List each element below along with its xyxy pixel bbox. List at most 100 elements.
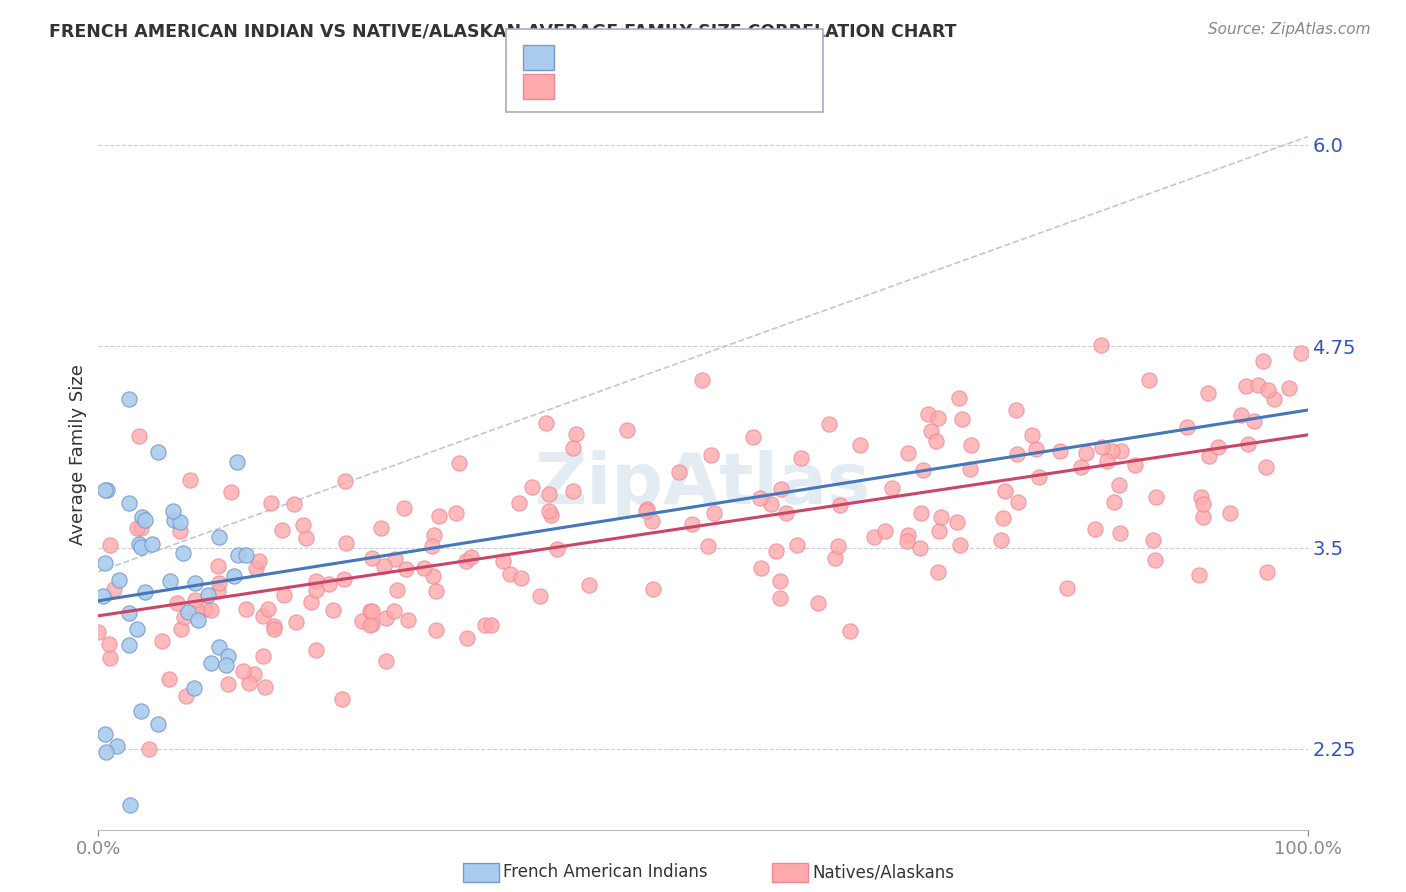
Point	[1095, 454, 1118, 468]
Point	[950, 412, 973, 426]
Point	[162, 513, 184, 527]
Point	[157, 672, 180, 686]
Point	[263, 622, 285, 636]
Point	[207, 640, 229, 655]
Point	[260, 496, 283, 510]
Point	[176, 689, 198, 703]
Point	[423, 528, 446, 542]
Point	[897, 527, 920, 541]
Point	[395, 562, 418, 576]
Point	[786, 538, 808, 552]
Point	[200, 603, 222, 617]
Point	[125, 521, 148, 535]
Point	[159, 574, 181, 589]
Point	[134, 513, 156, 527]
Point	[118, 392, 141, 406]
Point	[1175, 419, 1198, 434]
Point	[1263, 392, 1285, 407]
Point	[991, 511, 1014, 525]
Point	[208, 530, 231, 544]
Point	[896, 533, 918, 548]
Point	[534, 416, 557, 430]
Point	[97, 637, 120, 651]
Point	[335, 536, 357, 550]
Point	[394, 501, 416, 516]
Point	[1070, 460, 1092, 475]
Point	[217, 648, 239, 663]
Point	[427, 509, 450, 524]
Point	[322, 603, 344, 617]
Point	[928, 524, 950, 538]
Point	[219, 484, 242, 499]
Text: Source: ZipAtlas.com: Source: ZipAtlas.com	[1208, 22, 1371, 37]
Point	[561, 441, 583, 455]
Point	[228, 548, 250, 562]
Point	[252, 608, 274, 623]
Point	[359, 618, 381, 632]
Point	[360, 604, 382, 618]
Point	[385, 583, 408, 598]
Point	[176, 605, 198, 619]
Point	[420, 539, 443, 553]
Point	[910, 541, 932, 555]
Point	[183, 575, 205, 590]
Point	[520, 480, 543, 494]
Point	[98, 650, 121, 665]
Point	[359, 605, 381, 619]
Point	[214, 657, 236, 672]
Point	[1256, 565, 1278, 579]
Point	[1243, 414, 1265, 428]
Point	[1197, 385, 1219, 400]
Point	[134, 585, 156, 599]
Point	[641, 582, 664, 597]
Point	[1084, 522, 1107, 536]
Point	[118, 606, 141, 620]
Point	[636, 502, 658, 516]
Point	[173, 610, 195, 624]
Point	[87, 625, 110, 640]
Point	[1188, 567, 1211, 582]
Point	[179, 473, 201, 487]
Point	[1109, 444, 1132, 458]
Point	[243, 666, 266, 681]
Point	[1256, 459, 1278, 474]
Text: R = 0.392   N =  42: R = 0.392 N = 42	[560, 48, 737, 66]
Point	[751, 561, 773, 575]
Point	[422, 569, 444, 583]
Point	[748, 491, 770, 506]
Point	[1251, 354, 1274, 368]
Point	[382, 604, 405, 618]
Point	[128, 537, 150, 551]
Point	[413, 560, 436, 574]
Point	[1102, 494, 1125, 508]
Point	[910, 507, 932, 521]
Point	[118, 639, 141, 653]
Point	[561, 483, 583, 498]
Point	[948, 391, 970, 405]
Point	[769, 482, 792, 496]
Point	[148, 445, 170, 459]
Point	[252, 649, 274, 664]
Point	[166, 596, 188, 610]
Point	[91, 590, 114, 604]
Point	[235, 548, 257, 562]
Point	[146, 717, 169, 731]
Point	[232, 665, 254, 679]
Point	[1021, 428, 1043, 442]
Point	[257, 602, 280, 616]
Point	[1219, 507, 1241, 521]
Point	[537, 503, 560, 517]
Point	[1090, 337, 1112, 351]
Point	[925, 434, 948, 449]
Point	[1206, 440, 1229, 454]
Point	[920, 424, 942, 438]
Point	[103, 582, 125, 596]
Point	[172, 546, 194, 560]
Point	[194, 602, 217, 616]
Point	[292, 517, 315, 532]
Point	[105, 739, 128, 753]
Point	[1090, 440, 1112, 454]
Point	[911, 462, 934, 476]
Point	[271, 523, 294, 537]
Point	[94, 726, 117, 740]
